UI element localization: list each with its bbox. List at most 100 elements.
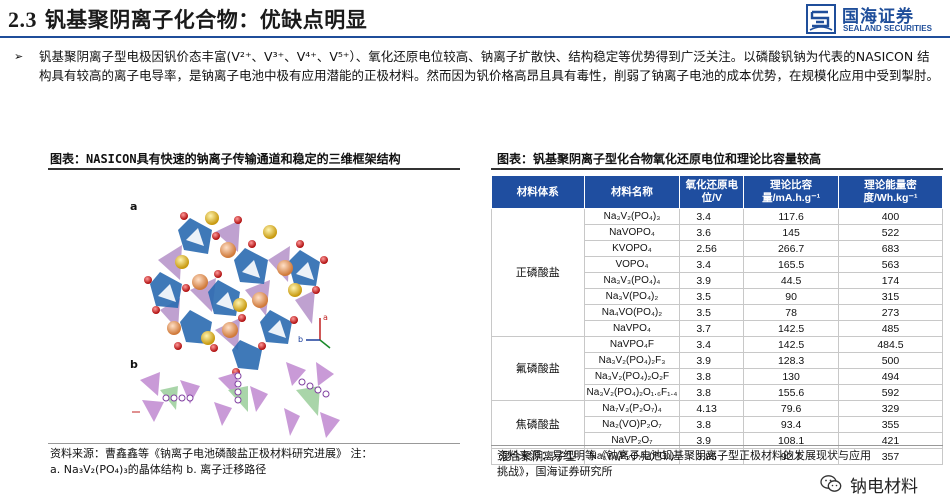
svg-text:b: b [298,335,303,344]
left-figure-caption: 图表：NASICON具有快速的钠离子传输通道和稳定的三维框架结构 [50,152,401,166]
material-name-cell: NaVOPO₄ [583,224,681,241]
redox-potential-cell: 3.7 [679,320,745,337]
table-row: KVOPO₄ 2.56 266.7 683 [492,240,944,257]
capacity-cell: 44.5 [743,272,839,289]
energy-density-cell: 329 [837,400,944,417]
redox-potential-cell: 3.5 [679,288,745,305]
capacity-cell: 93.4 [743,416,839,433]
energy-density-cell: 563 [837,256,944,273]
right-source-rule [491,445,943,446]
wechat-icon [820,475,842,492]
table-row: VOPO₄ 3.4 165.5 563 [492,256,944,273]
capacity-cell: 165.5 [743,256,839,273]
material-name-cell: NaVP₂O₇ [583,432,681,449]
right-table-source: 资料来源：易红明等《钠离子电池钒基聚阴离子型正极材料的发展现状与应用 挑战》，国… [497,448,937,480]
redox-potential-cell: 3.5 [679,304,745,321]
energy-density-cell: 273 [837,304,944,321]
material-name-cell: Na₂(VO)P₂O₇ [583,416,681,433]
watermark-text: 钠电材料 [850,477,918,497]
right-table-caption: 图表：钒基聚阴离子型化合物氧化还原电位和理论比容量较高 [497,152,822,166]
table-row: 氟磷酸盐 NaVPO₄F 3.4 142.5 484.5 [491,336,944,401]
material-name-cell: Na₃V₃(PO₄)₄ [583,272,681,289]
redox-potential-cell: 3.85 [679,448,745,465]
title-text: 钒基聚阴离子化合物：优缺点明显 [44,8,368,32]
capacity-cell: 130 [743,368,839,385]
col-header-energy-density: 理论能量密度/Wh.kg⁻¹ [837,175,944,209]
capacity-cell: 92.7 [743,448,839,465]
crystal-lattice-illustration: a b [132,211,340,438]
redox-potential-cell: 3.9 [679,432,745,449]
material-name-cell: Na₄VO(PO₄)₂ [583,304,681,321]
left-source-line-1: 资料来源：曹鑫鑫等《钠离子电池磷酸盐正极材料研究进展》 注： [50,447,373,460]
company-logo: 国海证券 SEALAND SECURITIES [806,2,950,36]
vanadium-compound-table: 材料体系 材料名称 氧化还原电位/V 理论比容量/mA.h.g⁻¹ 理论能量密度… [491,175,944,465]
material-system-cell: 混合聚阴离子型 [491,448,585,465]
table-row: NaVPO₄ 3.7 142.5 485 [492,320,944,337]
redox-potential-cell: 3.6 [679,224,745,241]
svg-text:a: a [323,313,328,322]
page-title: 2.3 钒基聚阴离子化合物：优缺点明显 [8,4,367,34]
material-name-cell: NaVPO₄F [583,336,681,353]
redox-potential-cell: 2.56 [679,240,745,257]
redox-potential-cell: 3.4 [679,256,745,273]
left-source-rule [48,443,460,444]
energy-density-cell: 355 [837,416,944,433]
right-source-line-2: 挑战》，国海证券研究所 [497,465,613,478]
material-name-cell: Na₇V₃(P₂O₇)₄ [583,400,681,417]
crystal-structure-figure: a b [120,190,360,445]
capacity-cell: 117.6 [743,208,839,225]
capacity-cell: 78 [743,304,839,321]
energy-density-cell: 500 [837,352,944,369]
redox-potential-cell: 3.4 [679,208,745,225]
table-row: Na₃V₂(PO₄)₂O₂F 3.8 130 494 [492,368,944,385]
redox-potential-cell: 3.8 [679,416,745,433]
col-header-material-name: 材料名称 [583,175,681,209]
redox-potential-cell: 4.13 [679,400,745,417]
left-caption-rule [48,168,460,170]
sealand-logo-icon [806,4,836,34]
lattice-part-a [144,211,328,376]
energy-density-cell: 494 [837,368,944,385]
table-row: NaVOPO₄ 3.6 145 522 [492,224,944,241]
intro-text: 钒基聚阴离子型电极因钒价态丰富(V²⁺、V³⁺、V⁴⁺、V⁵⁺）、氧化还原电位较… [39,49,940,83]
figure-label-a: a [130,200,138,213]
table-header-row: 材料体系 材料名称 氧化还原电位/V 理论比容量/mA.h.g⁻¹ 理论能量密度… [491,175,944,209]
capacity-cell: 128.3 [743,352,839,369]
col-header-redox-potential: 氧化还原电位/V [679,175,745,209]
material-system-cell: 焦磷酸盐 [491,400,585,449]
material-name-cell: NaVPO₄ [583,320,681,337]
material-system-cell: 正磷酸盐 [491,208,585,337]
capacity-cell: 108.1 [743,432,839,449]
wechat-watermark: 钠电材料 [820,472,945,497]
material-name-cell: Na₃V₂(PO₄)₃ [583,208,681,225]
energy-density-cell: 592 [837,384,944,401]
bullet-arrow-icon: ➢ [14,50,24,63]
col-header-capacity: 理论比容量/mA.h.g⁻¹ [743,175,839,209]
energy-density-cell: 522 [837,224,944,241]
capacity-cell: 90 [743,288,839,305]
section-number: 2.3 [8,7,37,32]
energy-density-cell: 315 [837,288,944,305]
figure-label-b: b [130,358,138,371]
energy-density-cell: 484.5 [837,336,944,353]
axis-indicator: a b [298,313,331,349]
logo-english: SEALAND SECURITIES [843,24,932,33]
energy-density-cell: 400 [837,208,944,225]
capacity-cell: 79.6 [743,400,839,417]
header-divider [0,36,950,38]
redox-potential-cell: 3.8 [679,384,745,401]
energy-density-cell: 485 [837,320,944,337]
energy-density-cell: 357 [837,448,944,465]
logo-chinese: 国海证券 [842,7,914,27]
capacity-cell: 155.6 [743,384,839,401]
redox-potential-cell: 3.8 [679,368,745,385]
right-caption-rule [491,168,943,170]
capacity-cell: 142.5 [743,336,839,353]
table-row: 正磷酸盐 Na₃V₂(PO₄)₃ 3.4 117.6 400 [491,208,944,337]
material-name-cell: VOPO₄ [583,256,681,273]
table-row: 焦磷酸盐 Na₇V₃(P₂O₇)₄ 4.13 79.6 329 [491,400,944,449]
table-row: 混合聚阴离子型 Na₇V₄(P₂O₇)₄(PO₄) 3.85 92.7 357 [491,448,944,465]
material-name-cell: Na₃V₂(PO₄)₂O₁.₆F₁.₄ [583,384,681,401]
col-header-material-system: 材料体系 [491,175,585,209]
right-source-line-1: 资料来源：易红明等《钠离子电池钒基聚阴离子型正极材料的发展现状与应用 [497,449,871,462]
